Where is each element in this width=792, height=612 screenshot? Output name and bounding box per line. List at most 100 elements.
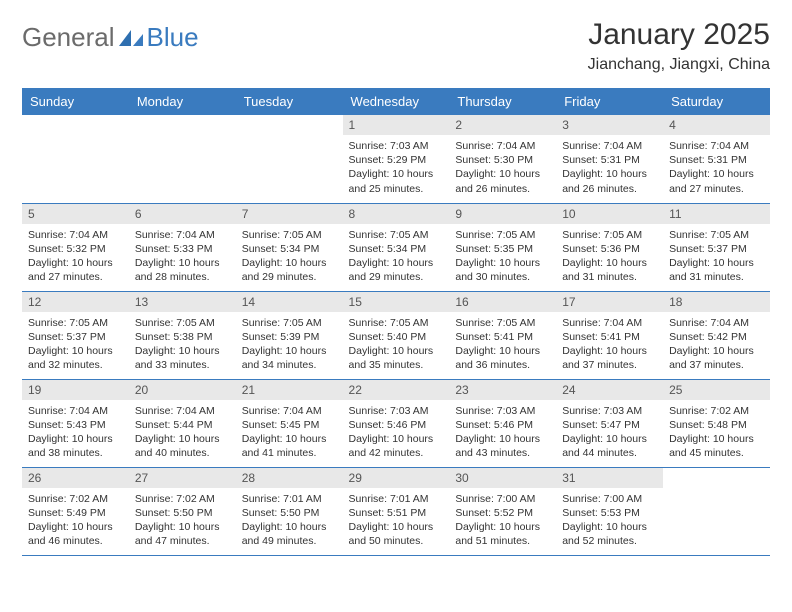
- day-number: 5: [22, 204, 129, 224]
- daylight-line-1: Daylight: 10 hours: [349, 432, 444, 446]
- daylight-line-1: Daylight: 10 hours: [562, 256, 657, 270]
- sunset-line: Sunset: 5:41 PM: [455, 330, 550, 344]
- weekday-header-row: SundayMondayTuesdayWednesdayThursdayFrid…: [22, 88, 770, 115]
- location: Jianchang, Jiangxi, China: [588, 56, 770, 74]
- calendar-cell: 11Sunrise: 7:05 AMSunset: 5:37 PMDayligh…: [663, 203, 770, 291]
- page-title: January 2025: [588, 18, 770, 52]
- daylight-line-2: and 49 minutes.: [242, 534, 337, 548]
- calendar-cell: 18 Sunrise: 7:04 AMSunset: 5:42 PMDayligh…: [663, 291, 770, 379]
- daylight-line-2: and 29 minutes.: [349, 270, 444, 284]
- day-number: 28: [236, 468, 343, 488]
- calendar-cell: 13Sunrise: 7:05 AMSunset: 5:38 PMDayligh…: [129, 291, 236, 379]
- daylight-line-1: Daylight: 10 hours: [135, 520, 230, 534]
- calendar-cell: 5Sunrise: 7:04 AMSunset: 5:32 PMDaylight…: [22, 203, 129, 291]
- calendar-cell: 24Sunrise: 7:03 AMSunset: 5:47 PMDayligh…: [556, 379, 663, 467]
- calendar-cell: [236, 115, 343, 203]
- day-details: Sunrise: 7:04 AMSunset: 5:45 PMDaylight:…: [236, 400, 343, 467]
- day-details: Sunrise: 7:03 AMSunset: 5:29 PMDaylight:…: [343, 135, 450, 202]
- day-details: Sunrise: 7:02 AMSunset: 5:49 PMDaylight:…: [22, 488, 129, 555]
- sunset-line: Sunset: 5:50 PM: [242, 506, 337, 520]
- daylight-line-2: and 26 minutes.: [562, 182, 657, 196]
- sunrise-line: Sunrise: 7:04 AM: [455, 139, 550, 153]
- daylight-line-1: Daylight: 10 hours: [242, 344, 337, 358]
- calendar-cell: 22Sunrise: 7:03 AMSunset: 5:46 PMDayligh…: [343, 379, 450, 467]
- daylight-line-1: Daylight: 10 hours: [349, 344, 444, 358]
- calendar-cell: 23Sunrise: 7:03 AMSunset: 5:46 PMDayligh…: [449, 379, 556, 467]
- day-number: 29: [343, 468, 450, 488]
- day-number: 10: [556, 204, 663, 224]
- weekday-header: Wednesday: [343, 88, 450, 115]
- sunset-line: Sunset: 5:31 PM: [669, 153, 764, 167]
- daylight-line-1: Daylight: 10 hours: [28, 344, 123, 358]
- daylight-line-2: and 26 minutes.: [455, 182, 550, 196]
- day-details: Sunrise: 7:05 AMSunset: 5:40 PMDaylight:…: [343, 312, 450, 379]
- daylight-line-2: and 31 minutes.: [562, 270, 657, 284]
- day-number: 14: [236, 292, 343, 312]
- header: General Blue January 2025 Jianchang, Jia…: [22, 18, 770, 74]
- calendar-table: SundayMondayTuesdayWednesdayThursdayFrid…: [22, 88, 770, 556]
- calendar-cell: 14Sunrise: 7:05 AMSunset: 5:39 PMDayligh…: [236, 291, 343, 379]
- sunset-line: Sunset: 5:51 PM: [349, 506, 444, 520]
- daylight-line-1: Daylight: 10 hours: [135, 344, 230, 358]
- daylight-line-1: Daylight: 10 hours: [349, 520, 444, 534]
- weekday-header: Sunday: [22, 88, 129, 115]
- calendar-cell: 21Sunrise: 7:04 AMSunset: 5:45 PMDayligh…: [236, 379, 343, 467]
- sunrise-line: Sunrise: 7:04 AM: [28, 228, 123, 242]
- day-details: Sunrise: 7:04 AMSunset: 5:32 PMDaylight:…: [22, 224, 129, 291]
- day-number: 18: [663, 292, 770, 312]
- day-details: Sunrise: 7:05 AMSunset: 5:39 PMDaylight:…: [236, 312, 343, 379]
- daylight-line-1: Daylight: 10 hours: [669, 432, 764, 446]
- day-details: Sunrise: 7:03 AMSunset: 5:46 PMDaylight:…: [343, 400, 450, 467]
- sunrise-line: Sunrise: 7:05 AM: [242, 316, 337, 330]
- daylight-line-2: and 41 minutes.: [242, 446, 337, 460]
- calendar-cell: 10Sunrise: 7:05 AMSunset: 5:36 PMDayligh…: [556, 203, 663, 291]
- logo-text-blue: Blue: [147, 22, 199, 53]
- sunrise-line: Sunrise: 7:04 AM: [562, 316, 657, 330]
- sunset-line: Sunset: 5:42 PM: [669, 330, 764, 344]
- day-details: Sunrise: 7:04 AMSunset: 5:33 PMDaylight:…: [129, 224, 236, 291]
- sunrise-line: Sunrise: 7:04 AM: [28, 404, 123, 418]
- day-number: 8: [343, 204, 450, 224]
- calendar-cell: 1Sunrise: 7:03 AMSunset: 5:29 PMDaylight…: [343, 115, 450, 203]
- sunrise-line: Sunrise: 7:04 AM: [669, 316, 764, 330]
- daylight-line-2: and 33 minutes.: [135, 358, 230, 372]
- sunrise-line: Sunrise: 7:03 AM: [455, 404, 550, 418]
- day-details: Sunrise: 7:05 AMSunset: 5:37 PMDaylight:…: [22, 312, 129, 379]
- daylight-line-2: and 51 minutes.: [455, 534, 550, 548]
- day-number: 30: [449, 468, 556, 488]
- sunset-line: Sunset: 5:41 PM: [562, 330, 657, 344]
- sunrise-line: Sunrise: 7:02 AM: [28, 492, 123, 506]
- calendar-cell: 9Sunrise: 7:05 AMSunset: 5:35 PMDaylight…: [449, 203, 556, 291]
- sunset-line: Sunset: 5:43 PM: [28, 418, 123, 432]
- day-number: 7: [236, 204, 343, 224]
- sunrise-line: Sunrise: 7:05 AM: [562, 228, 657, 242]
- daylight-line-2: and 38 minutes.: [28, 446, 123, 460]
- calendar-row: 19Sunrise: 7:04 AMSunset: 5:43 PMDayligh…: [22, 379, 770, 467]
- sunrise-line: Sunrise: 7:04 AM: [135, 404, 230, 418]
- logo-sail-icon: [117, 28, 145, 48]
- day-details: Sunrise: 7:02 AMSunset: 5:50 PMDaylight:…: [129, 488, 236, 555]
- day-details: Sunrise: 7:05 AMSunset: 5:36 PMDaylight:…: [556, 224, 663, 291]
- day-details: Sunrise: 7:00 AMSunset: 5:52 PMDaylight:…: [449, 488, 556, 555]
- day-details: Sunrise: 7:05 AMSunset: 5:34 PMDaylight:…: [236, 224, 343, 291]
- daylight-line-1: Daylight: 10 hours: [135, 256, 230, 270]
- sunset-line: Sunset: 5:48 PM: [669, 418, 764, 432]
- daylight-line-2: and 42 minutes.: [349, 446, 444, 460]
- daylight-line-2: and 30 minutes.: [455, 270, 550, 284]
- daylight-line-2: and 37 minutes.: [562, 358, 657, 372]
- calendar-cell: 7Sunrise: 7:05 AMSunset: 5:34 PMDaylight…: [236, 203, 343, 291]
- daylight-line-1: Daylight: 10 hours: [455, 167, 550, 181]
- daylight-line-1: Daylight: 10 hours: [28, 256, 123, 270]
- daylight-line-2: and 46 minutes.: [28, 534, 123, 548]
- calendar-cell: 12Sunrise: 7:05 AMSunset: 5:37 PMDayligh…: [22, 291, 129, 379]
- weekday-header: Monday: [129, 88, 236, 115]
- day-details: Sunrise: 7:04 AMSunset: 5:31 PMDaylight:…: [556, 135, 663, 202]
- daylight-line-1: Daylight: 10 hours: [669, 344, 764, 358]
- sunset-line: Sunset: 5:38 PM: [135, 330, 230, 344]
- sunrise-line: Sunrise: 7:05 AM: [135, 316, 230, 330]
- day-number: 11: [663, 204, 770, 224]
- logo-text-general: General: [22, 22, 115, 53]
- sunrise-line: Sunrise: 7:05 AM: [28, 316, 123, 330]
- sunset-line: Sunset: 5:34 PM: [242, 242, 337, 256]
- calendar-row: 5Sunrise: 7:04 AMSunset: 5:32 PMDaylight…: [22, 203, 770, 291]
